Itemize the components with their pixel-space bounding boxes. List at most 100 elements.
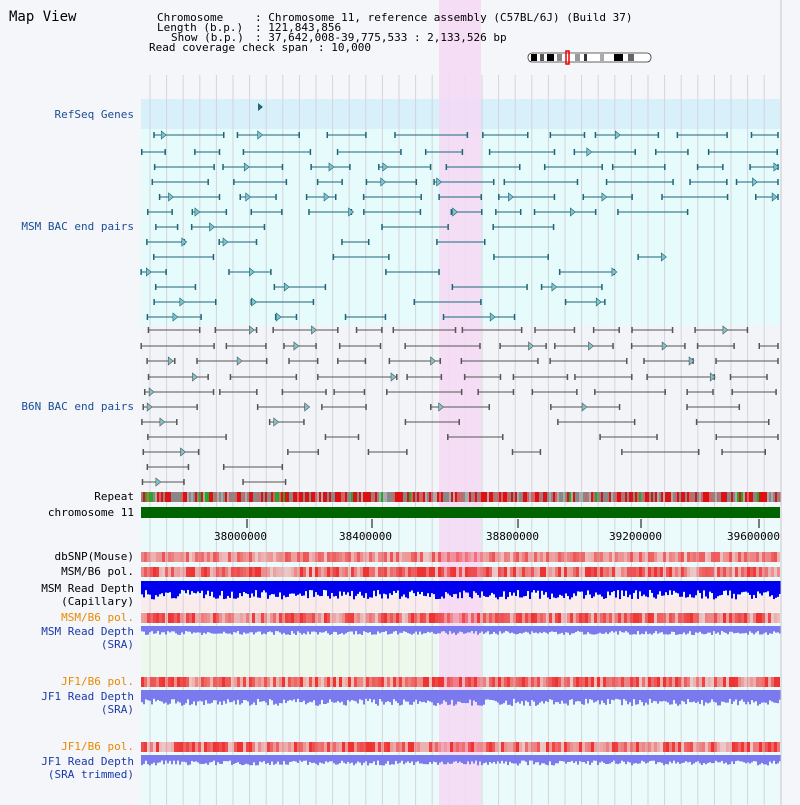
b6n-bac-end-pairs-label[interactable]: B6N BAC end pairs (21, 400, 134, 413)
jf1-trimmed-depth-bar (549, 755, 551, 762)
msm-b6-pol-cell (702, 567, 705, 577)
jf1-trimmed-depth-bar (571, 755, 573, 761)
jf1-trimmed-depth-bar (151, 755, 153, 764)
msm-b6-pol-cell (255, 567, 258, 577)
msm-sra-depth-bar (535, 626, 537, 633)
jf1-trimmed-depth-bar (443, 755, 445, 765)
jf1-trimmed-depth-bar (363, 755, 365, 763)
msm-sra-depth-bar (219, 626, 221, 634)
msm-sra-depth-bar (469, 626, 471, 633)
jf1-trimmed-depth-bar (141, 755, 143, 766)
msm-b6-pol-cell (435, 567, 438, 577)
msm-b6-pol-cell (294, 567, 297, 577)
jf1-trimmed-depth-bar (779, 755, 781, 762)
msm-b6-pol-sra-cell (474, 613, 477, 623)
msm-sra-depth-bar (373, 626, 375, 635)
msm-bac-end-pairs-label[interactable]: MSM BAC end pairs (21, 220, 134, 233)
msm-b6-pol-cell (276, 567, 279, 577)
jf1-sra-depth-bar (421, 690, 423, 703)
repeat-segment (199, 492, 201, 502)
dbsnp-cell (537, 552, 540, 562)
msm-sra-depth-bar (385, 626, 387, 632)
msm-b6-pol-cell (249, 567, 252, 577)
msm-sra-depth-bar (683, 626, 685, 633)
jf1-b6-pol-cell (231, 677, 234, 687)
jf1-sra-depth-bar (455, 690, 457, 705)
jf1-b6-pol-trimmed-cell (615, 742, 618, 752)
msm-sra-depth-bar (401, 626, 403, 633)
capillary-depth-bar (443, 581, 445, 599)
jf1-sra-depth-bar (277, 690, 279, 706)
capillary-depth-bar (335, 581, 337, 596)
capillary-depth-bar (543, 581, 545, 595)
refseq-genes-label[interactable]: RefSeq Genes (54, 108, 134, 121)
jf1-b6-pol-cell (504, 677, 507, 687)
jf1-b6-pol-cell (474, 677, 477, 687)
msm-b6-pol-cell (636, 567, 639, 577)
jf1-b6-pol-trimmed-cell (162, 742, 165, 752)
dbsnp-cell (576, 552, 579, 562)
capillary-depth-bar (615, 581, 617, 598)
msm-b6-pol-sra-cell (546, 613, 549, 623)
jf1-b6-pol-cell (480, 677, 483, 687)
jf1-sra-depth-bar (659, 690, 661, 702)
capillary-depth-bar (729, 581, 731, 591)
capillary-depth-bar (449, 581, 451, 596)
jf1-sra-depth-bar (657, 690, 659, 704)
msm-b6-pol-sra-cell (444, 613, 447, 623)
msm-bac-feature-arrow (323, 192, 330, 202)
capillary-depth-bar (531, 581, 533, 593)
jf1-b6-pol-trimmed-cell (180, 742, 183, 752)
repeat-segment (541, 492, 543, 502)
jf1-trimmed-depth-bar (265, 755, 267, 764)
msm-sra-depth-bar (609, 626, 611, 633)
msm-sra-depth-bar (647, 626, 649, 635)
msm-sra-depth-bar (729, 626, 731, 632)
msm-b6-pol-sra-cell (357, 613, 360, 623)
jf1-sra-depth-bar (545, 690, 547, 702)
msm-b6-pol-cell (393, 567, 396, 577)
jf1-b6-pol-trimmed-cell (252, 742, 255, 752)
capillary-depth-bar (309, 581, 311, 591)
capillary-depth-bar (727, 581, 729, 596)
jf1-b6-pol-trimmed-cell (204, 742, 207, 752)
jf1-trimmed-depth-bar (389, 755, 391, 765)
msm-b6-pol-cell (534, 567, 537, 577)
jf1-b6-pol-trimmed-cell (348, 742, 351, 752)
msm-b6-pol-cell (576, 567, 579, 577)
jf1-sra-depth-bar (399, 690, 401, 706)
jf1-b6-pol-trimmed-cell (210, 742, 213, 752)
repeat-segment (215, 492, 217, 502)
jf1-sra-depth-bar (427, 690, 429, 701)
capillary-depth-bar (607, 581, 609, 592)
jf1-sra-depth-bar (767, 690, 769, 705)
capillary-depth-bar (499, 581, 501, 597)
jf1-trimmed-depth-bar (569, 755, 571, 762)
jf1-trimmed-depth-bar (763, 755, 765, 765)
jf1-b6-pol-cell (402, 677, 405, 687)
msm-sra-depth-bar (493, 626, 495, 632)
jf1-sra-depth-bar (697, 690, 699, 702)
jf1-sra-depth-bar (449, 690, 451, 705)
jf1-b6-pol-trimmed-cell (342, 742, 345, 752)
dbsnp-cell (696, 552, 699, 562)
jf1-b6-pol-cell (363, 677, 366, 687)
repeat-segment (669, 492, 671, 502)
capillary-depth-bar (393, 581, 395, 591)
msm-sra-depth-bar (257, 626, 259, 632)
jf1-trimmed-depth-bar (217, 755, 219, 763)
jf1-trimmed-depth-bar (627, 755, 629, 762)
msm-b6-pol-sra-cell (618, 613, 621, 623)
capillary-depth-bar (277, 581, 279, 597)
capillary-depth-bar (633, 581, 635, 593)
jf1-b6-pol-trimmed-cell (144, 742, 147, 752)
jf1-b6-pol-trimmed-cell (270, 742, 273, 752)
jf1-b6-pol-cell (279, 677, 282, 687)
msm-b6-pol-cell (483, 567, 486, 577)
jf1-b6-pol-trimmed-cell (384, 742, 387, 752)
msm-b6-pol-sra-cell (312, 613, 315, 623)
capillary-depth-bar (487, 581, 489, 598)
jf1-sra-depth-bar (745, 690, 747, 705)
msm-b6-pol-sra-cell (600, 613, 603, 623)
